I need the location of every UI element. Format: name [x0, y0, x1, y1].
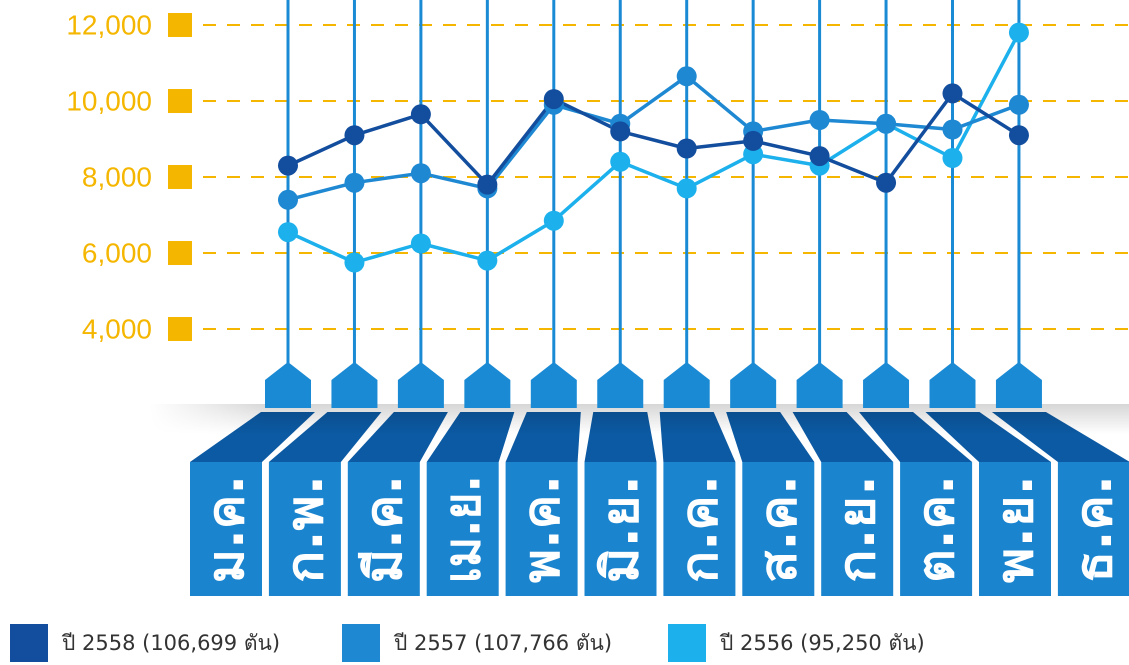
x-tick-label: มี.ค.: [355, 475, 413, 583]
x-tick-label: ก.ย.: [828, 475, 886, 583]
data-point: [610, 121, 631, 142]
data-point: [1008, 22, 1029, 43]
data-point: [1008, 125, 1029, 146]
y-tick-marker: [168, 317, 192, 341]
data-point: [942, 148, 963, 168]
y-tick-label: 4,000: [82, 314, 152, 345]
month-tab: [821, 462, 894, 596]
series-line: [286, 74, 1021, 202]
data-point: [410, 104, 431, 125]
month-tab: [347, 462, 420, 596]
data-point: [876, 172, 897, 193]
data-point: [410, 233, 431, 254]
month-tab: [505, 462, 578, 596]
y-tick-label: 6,000: [82, 238, 152, 269]
y-tick-marker: [168, 89, 192, 113]
y-tick-marker: [168, 241, 192, 265]
data-point: [743, 130, 764, 151]
x-tick-label: ธ.ค.: [1065, 475, 1123, 583]
y-tick-label: 12,000: [66, 10, 152, 41]
legend-label: ปี 2558 (106,699 ตัน): [62, 631, 281, 655]
x-tick-label: ม.ค.: [197, 475, 255, 583]
y-tick-label: 10,000: [66, 86, 152, 117]
legend-item: ปี 2558 (106,699 ตัน): [10, 624, 330, 662]
month-marker: [663, 362, 710, 408]
month-marker: [929, 362, 976, 408]
x-tick-label: ก.พ.: [276, 475, 334, 583]
x-tick-label: ส.ค.: [749, 475, 807, 583]
month-tab: [1057, 462, 1129, 596]
month-marker: [995, 362, 1042, 408]
data-point: [278, 155, 298, 176]
month-marker: [597, 362, 644, 408]
legend-item: ปี 2556 (95,250 ตัน): [668, 624, 988, 662]
data-point: [676, 66, 697, 87]
series-line: [286, 91, 1021, 187]
legend-swatch: [668, 624, 706, 662]
month-tab: [979, 462, 1051, 596]
month-marker: [530, 362, 577, 408]
month-marker: [397, 362, 444, 408]
x-tick-label: ก.ค.: [670, 475, 728, 583]
month-marker: [863, 362, 910, 408]
data-point: [610, 151, 631, 172]
data-point: [1008, 94, 1029, 115]
legend-swatch: [10, 624, 48, 662]
legend-label: ปี 2556 (95,250 ตัน): [720, 631, 925, 655]
y-tick-marker: [168, 165, 192, 189]
legend: ปี 2558 (106,699 ตัน) ปี 2557 (107,766 ต…: [0, 624, 1129, 664]
data-point: [942, 83, 963, 104]
data-point: [344, 172, 365, 193]
data-point: [942, 119, 963, 140]
data-point: [876, 113, 897, 134]
month-tab: [426, 462, 499, 596]
month-tab: [584, 462, 657, 596]
month-tab: [742, 462, 815, 596]
month-tab: [190, 462, 262, 596]
month-marker: [265, 362, 311, 408]
data-point: [809, 110, 830, 130]
x-tick-label: ต.ค.: [907, 475, 965, 583]
data-point: [278, 189, 298, 210]
data-point: [477, 250, 498, 271]
month-tab: [900, 462, 973, 596]
legend-swatch: [342, 624, 380, 662]
data-point: [543, 89, 564, 110]
month-marker: [730, 362, 777, 408]
month-marker: [796, 362, 843, 408]
series-line: [286, 30, 1021, 265]
y-tick-label: 8,000: [82, 162, 152, 193]
y-tick-marker: [168, 13, 192, 37]
month-marker: [464, 362, 511, 408]
data-point: [543, 210, 564, 231]
x-tick-label: พ.ย.: [986, 475, 1044, 583]
legend-label: ปี 2557 (107,766 ตัน): [394, 631, 613, 655]
x-tick-label: มิ.ย.: [592, 475, 650, 583]
month-tab: [663, 462, 736, 596]
month-tab: [268, 462, 341, 596]
data-point: [344, 252, 365, 273]
data-point: [344, 125, 365, 146]
data-point: [410, 163, 431, 184]
month-marker: [331, 362, 378, 408]
x-tick-label: พ.ค.: [513, 475, 571, 583]
data-point: [809, 146, 830, 167]
data-point: [676, 138, 697, 159]
data-point: [676, 178, 697, 199]
legend-item: ปี 2557 (107,766 ตัน): [342, 624, 662, 662]
baseline-shadow: [150, 404, 1129, 434]
data-point: [477, 174, 498, 195]
x-tick-label: เม.ย.: [434, 475, 492, 583]
data-point: [278, 222, 298, 243]
